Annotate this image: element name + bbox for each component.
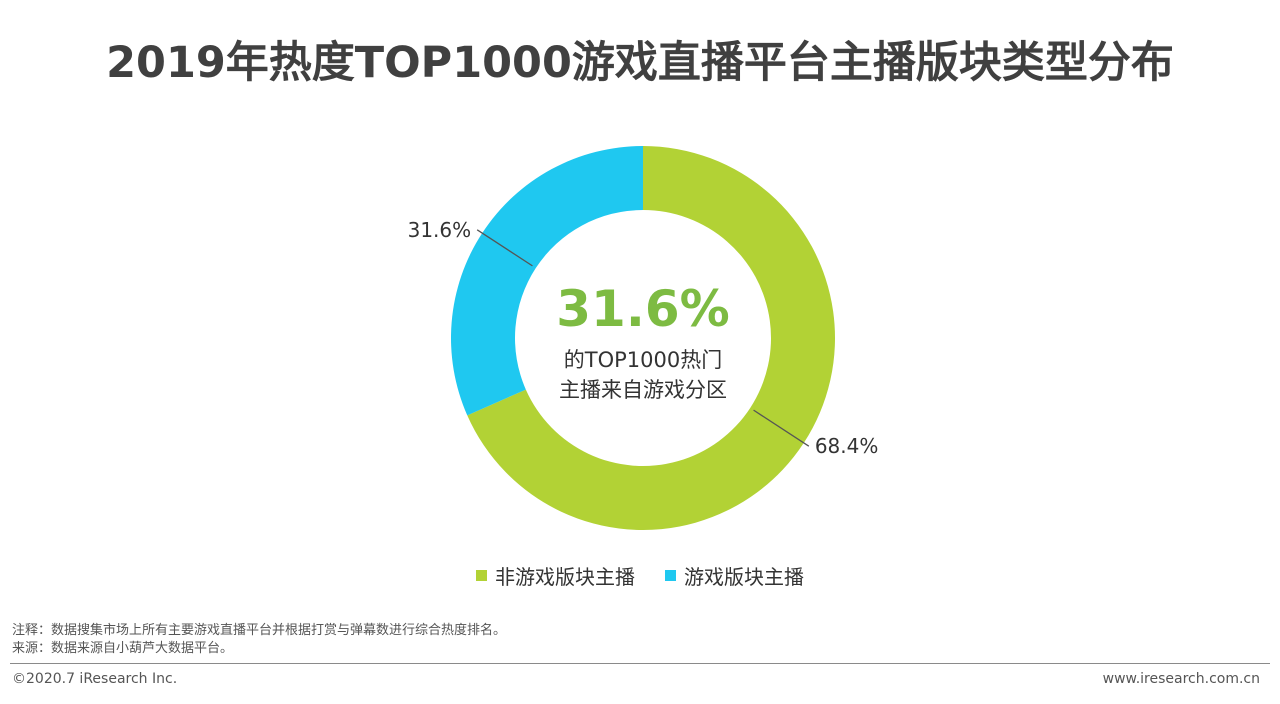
center-caption-line1: 的TOP1000热门 bbox=[563, 348, 723, 372]
leader-line-non-game bbox=[753, 409, 810, 447]
center-caption-line2: 主播来自游戏分区 bbox=[559, 378, 727, 402]
website-link[interactable]: www.iresearch.com.cn bbox=[1102, 671, 1260, 687]
donut-slice-game bbox=[451, 146, 643, 416]
footnote: 注释：数据搜集市场上所有主要游戏直播平台并根据打赏与弹幕数进行综合热度排名。 来… bbox=[12, 622, 506, 658]
leader-line-game bbox=[476, 229, 533, 267]
legend-label-non-game: 非游戏版块主播 bbox=[495, 565, 635, 589]
legend-label-game: 游戏版块主播 bbox=[684, 565, 804, 589]
legend-swatch-game bbox=[665, 570, 676, 581]
legend-item-game: 游戏版块主播 bbox=[665, 561, 804, 590]
copyright: ©2020.7 iResearch Inc. bbox=[12, 671, 178, 687]
note-text: 注释：数据搜集市场上所有主要游戏直播平台并根据打赏与弹幕数进行综合热度排名。 bbox=[12, 623, 507, 638]
legend-item-non-game: 非游戏版块主播 bbox=[476, 561, 635, 590]
data-label-game: 31.6% bbox=[408, 218, 472, 242]
chart-title: 2019年热度TOP1000游戏直播平台主播版块类型分布 bbox=[106, 38, 1174, 88]
center-caption: 的TOP1000热门 主播来自游戏分区 bbox=[543, 345, 743, 405]
source-text: 来源：数据来源自小葫芦大数据平台。 bbox=[12, 641, 234, 656]
donut-slice-non-game bbox=[467, 146, 835, 531]
legend-swatch-non-game bbox=[476, 570, 487, 581]
legend: 非游戏版块主播 游戏版块主播 bbox=[0, 561, 1280, 590]
data-label-non-game: 68.4% bbox=[815, 434, 879, 458]
center-highlight-value: 31.6% bbox=[556, 280, 730, 338]
footer-divider bbox=[10, 663, 1270, 664]
